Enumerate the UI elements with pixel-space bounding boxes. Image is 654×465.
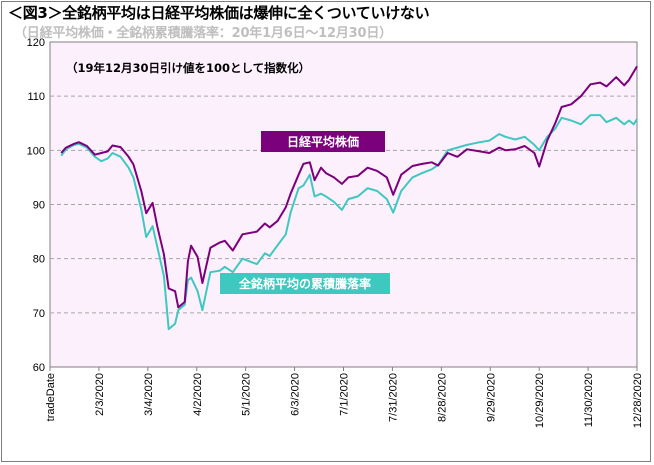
- y-tick-label: 70: [33, 308, 45, 320]
- x-tick-label: 3/4/2020: [143, 373, 155, 416]
- x-tick-label: 5/1/2020: [241, 373, 253, 416]
- x-tick-label: 7/1/2020: [339, 373, 351, 416]
- y-tick-label: 110: [27, 91, 45, 103]
- chart-subtitle: （日経平均株価・全銘柄累積騰落率：20年1月6日～12月30日）: [14, 26, 392, 41]
- x-tick-label: 7/31/2020: [387, 373, 399, 422]
- plot-area: [49, 41, 638, 368]
- x-tick-label: 9/29/2020: [485, 373, 497, 422]
- y-tick-label: 100: [27, 145, 45, 157]
- series-line-nikkei: [60, 65, 638, 309]
- y-tick-label: 60: [33, 362, 45, 374]
- chart-title: ＜図3＞全銘柄平均は日経平均株価は爆伸に全くついていけない: [8, 4, 430, 22]
- index-note: （19年12月30日引け値を100として指数化）: [66, 61, 310, 75]
- series-line-all-stocks: [60, 114, 638, 331]
- x-tick-label: 8/28/2020: [436, 373, 448, 422]
- legend-all-stocks-box: [220, 273, 390, 294]
- series-lines: [60, 65, 638, 331]
- legend-nikkei-label: 日経平均株価: [287, 134, 359, 149]
- x-axis: tradeDate 2/3/2020 3/4/2020 4/2/2020 5/1/202…: [45, 367, 644, 428]
- x-tick-label: 11/30/2020: [583, 373, 595, 427]
- legend-all-stocks-label: 全銘柄平均の累積騰落率: [238, 276, 371, 291]
- x-tick-label: 6/3/2020: [290, 373, 302, 416]
- y-tick-label: 90: [33, 200, 45, 212]
- y-axis: 60 70 80 90 100 110 120: [27, 37, 45, 374]
- x-tick-label: 10/29/2020: [534, 373, 546, 428]
- x-tick-label: 12/28/2020: [632, 373, 644, 428]
- x-tick-label: tradeDate: [45, 373, 57, 421]
- y-tick-label: 80: [33, 254, 45, 266]
- legend-all-stocks: 全銘柄平均の累積騰落率: [220, 273, 390, 294]
- legend-nikkei-box: [261, 131, 385, 152]
- x-tick-label: 4/2/2020: [192, 373, 204, 416]
- x-tick-label: 2/3/2020: [94, 373, 106, 416]
- legend-nikkei: 日経平均株価: [261, 131, 385, 152]
- y-tick-label: 120: [27, 37, 45, 49]
